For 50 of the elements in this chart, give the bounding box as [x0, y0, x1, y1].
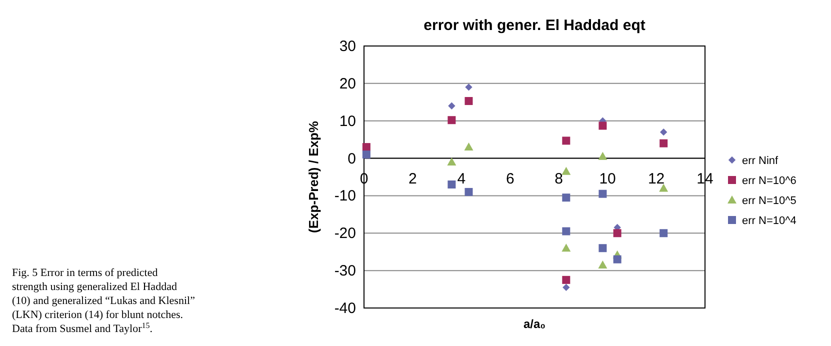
point [613, 229, 622, 238]
point [362, 150, 370, 159]
y-tick-label: -10 [334, 188, 356, 205]
point [562, 284, 570, 292]
point [447, 158, 456, 166]
point [448, 180, 456, 188]
x-tick-label: 12 [648, 170, 665, 188]
x-tick-label: 4 [457, 170, 466, 188]
y-tick-label: 20 [339, 75, 356, 92]
point [448, 102, 456, 110]
y-tick-label: 10 [339, 112, 356, 130]
point [660, 128, 668, 136]
legend-label: err N=10^4 [742, 215, 796, 227]
x-tick-label: 2 [408, 170, 417, 188]
caption: Fig. 5 Error in terms of predicted strength using generalized El Haddad (10) and generalized “Lukas and Klesnil” (LKN) criterion (14) for blunt notches. Data from Susmel and Taylor$^{15}$. [12, 267, 196, 335]
point [562, 194, 570, 202]
y-tick-label: -40 [334, 300, 356, 317]
point [562, 276, 570, 284]
point [598, 152, 608, 160]
point [598, 244, 607, 252]
point [659, 184, 668, 192]
point [362, 143, 370, 152]
point [562, 136, 570, 145]
point [464, 188, 473, 196]
x-tick-label: 6 [506, 170, 514, 188]
point [464, 142, 474, 151]
point [465, 84, 472, 91]
point [660, 229, 668, 238]
x-tick-label: 10 [599, 170, 616, 188]
point [562, 244, 571, 252]
y-tick-label: -30 [334, 262, 356, 280]
point [598, 122, 607, 130]
point [562, 227, 570, 236]
y-axis-title: (Exp-Pred) / Exp% [306, 120, 321, 233]
point [660, 139, 668, 148]
y-tick-label: -20 [334, 225, 356, 242]
y-tick-label: 30 [339, 38, 356, 55]
legend-label: err N=10^5 [742, 195, 796, 207]
legend-label: err Ninf [742, 155, 780, 167]
point [598, 190, 607, 198]
point [613, 255, 622, 264]
point [562, 166, 571, 175]
x-tick-label: 8 [554, 170, 564, 188]
x-axis-title: a/a₀ [523, 317, 546, 331]
chart-title: error with gener. El Haddad eqt [424, 17, 646, 34]
point [464, 97, 473, 106]
point [598, 260, 608, 268]
point [448, 116, 456, 124]
legend-label: err N=10^6 [742, 175, 796, 187]
y-tick-label: 0 [348, 150, 356, 168]
